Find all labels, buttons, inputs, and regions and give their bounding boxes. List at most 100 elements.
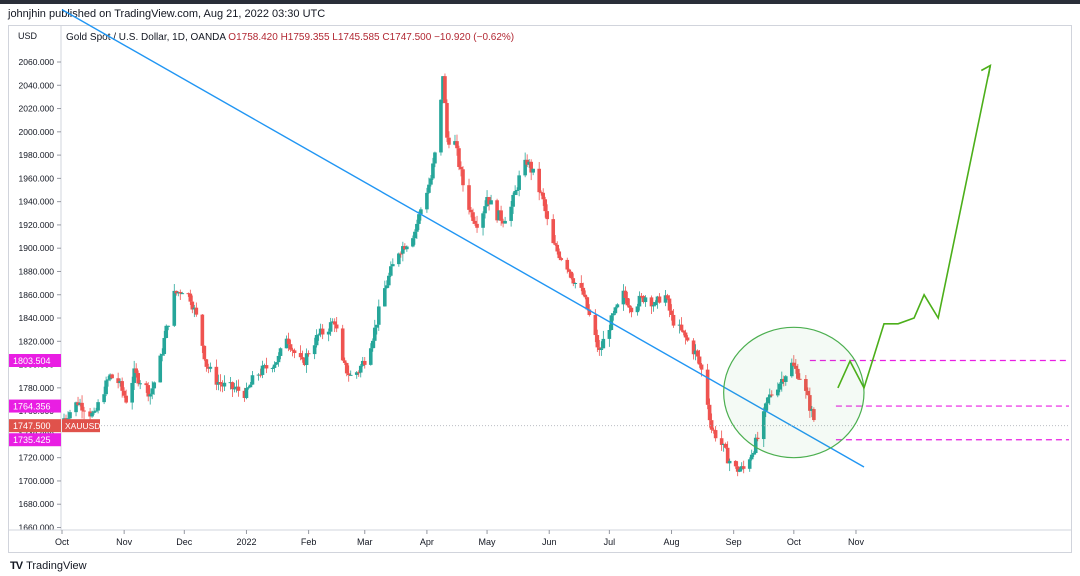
level-price-label: 1735.425 <box>13 435 51 445</box>
candle-down <box>796 368 800 379</box>
candle-up <box>208 366 213 369</box>
candle-down <box>136 373 140 384</box>
candle-down <box>214 366 219 385</box>
candle-up <box>90 412 94 417</box>
candle-up <box>312 345 317 355</box>
candle-up <box>164 325 169 338</box>
candle-down <box>220 384 225 387</box>
candle-down <box>641 296 646 303</box>
candle-down <box>741 466 746 469</box>
candle-up <box>66 418 70 420</box>
time-tick-label: Feb <box>301 537 317 547</box>
candle-up <box>517 175 521 190</box>
candle-down <box>559 258 564 260</box>
candle-down <box>545 211 550 220</box>
candle-down <box>302 359 307 366</box>
candle-up <box>431 163 435 179</box>
change-value: −10.920 (−0.62%) <box>434 32 515 43</box>
candle-up <box>232 388 237 390</box>
candle-up <box>96 402 100 411</box>
candle-down <box>555 244 560 252</box>
level-price-label: 1764.356 <box>13 402 51 412</box>
candle-down <box>679 324 684 331</box>
candle-down <box>473 220 477 224</box>
level-price-label: 1803.504 <box>13 356 51 366</box>
candle-down <box>709 420 714 430</box>
candle-up <box>192 307 197 310</box>
candle-down <box>541 192 545 200</box>
candle-up <box>385 285 389 289</box>
candle-up <box>433 152 437 164</box>
low-value: L1745.585 <box>332 32 380 43</box>
candle-up <box>790 362 794 377</box>
candle-down <box>804 379 808 391</box>
candle-down <box>110 374 114 379</box>
drawing-layer: XAUUSD <box>61 9 1069 468</box>
candle-down <box>286 338 291 345</box>
candle-up <box>248 384 253 388</box>
candle-up <box>779 378 784 384</box>
candle-up <box>417 214 421 224</box>
candle-down <box>340 328 345 361</box>
candle-up <box>441 76 445 100</box>
candle-up <box>389 266 393 276</box>
candle-up <box>411 238 415 247</box>
candle-up <box>78 402 82 405</box>
candle-up <box>222 382 227 387</box>
candle-down <box>755 437 760 440</box>
high-value: H1759.355 <box>280 32 330 43</box>
candle-up <box>108 374 112 380</box>
candle-down <box>88 411 92 417</box>
candle-down <box>597 347 602 351</box>
candle-up <box>262 365 267 367</box>
candle-up <box>749 454 754 460</box>
candle-down <box>356 372 361 374</box>
last-price-tag <box>9 419 61 433</box>
candle-up <box>481 213 485 228</box>
candle-up <box>527 161 531 165</box>
candle-down <box>288 344 293 350</box>
candle-up <box>775 389 780 396</box>
candle-up <box>94 410 98 412</box>
candle-down <box>290 349 295 351</box>
brand-name: TradingView <box>26 560 87 572</box>
candle-down <box>443 76 447 104</box>
candle-down <box>306 353 311 355</box>
candle-down <box>769 394 774 396</box>
last-price-label: 1747.500 <box>13 421 51 431</box>
time-axis[interactable]: Oct Nov Dec 2022 Feb Mar Apr May Jun Jul Aug Sep Oct… <box>9 529 1071 547</box>
candles-layer <box>62 73 816 477</box>
candle-up <box>68 412 72 419</box>
candle-down <box>471 212 475 221</box>
candle-up <box>503 220 507 224</box>
candle-down <box>705 369 710 405</box>
candle-up <box>425 192 429 210</box>
candle-up <box>368 348 373 365</box>
candle-down <box>671 314 676 326</box>
candle-up <box>74 402 78 413</box>
candle-up <box>513 190 517 195</box>
candle-up <box>250 375 255 385</box>
price-tick-label: 2000.000 <box>19 127 55 137</box>
candle-up <box>753 437 758 454</box>
candle-up <box>621 290 626 305</box>
candle-down <box>571 278 576 284</box>
candle-down <box>292 350 297 354</box>
candle-down <box>64 418 68 420</box>
candle-down <box>649 297 654 307</box>
time-tick-label: Apr <box>420 537 434 547</box>
price-axis[interactable]: 1660.0001680.0001700.0001720.0001740.000… <box>9 26 62 533</box>
candle-up <box>655 296 660 303</box>
candle-down <box>362 360 367 365</box>
candle-up <box>180 293 185 295</box>
candle-down <box>581 287 586 295</box>
time-tick-label: Oct <box>55 537 70 547</box>
candle-up <box>176 291 181 294</box>
candle-up <box>784 376 788 382</box>
candle-down <box>206 366 211 369</box>
candle-down <box>806 390 810 396</box>
candle-up <box>354 372 359 375</box>
candle-down <box>798 378 802 380</box>
symbol-legend: Gold Spot / U.S. Dollar, 1D, OANDA O1758… <box>66 32 514 43</box>
